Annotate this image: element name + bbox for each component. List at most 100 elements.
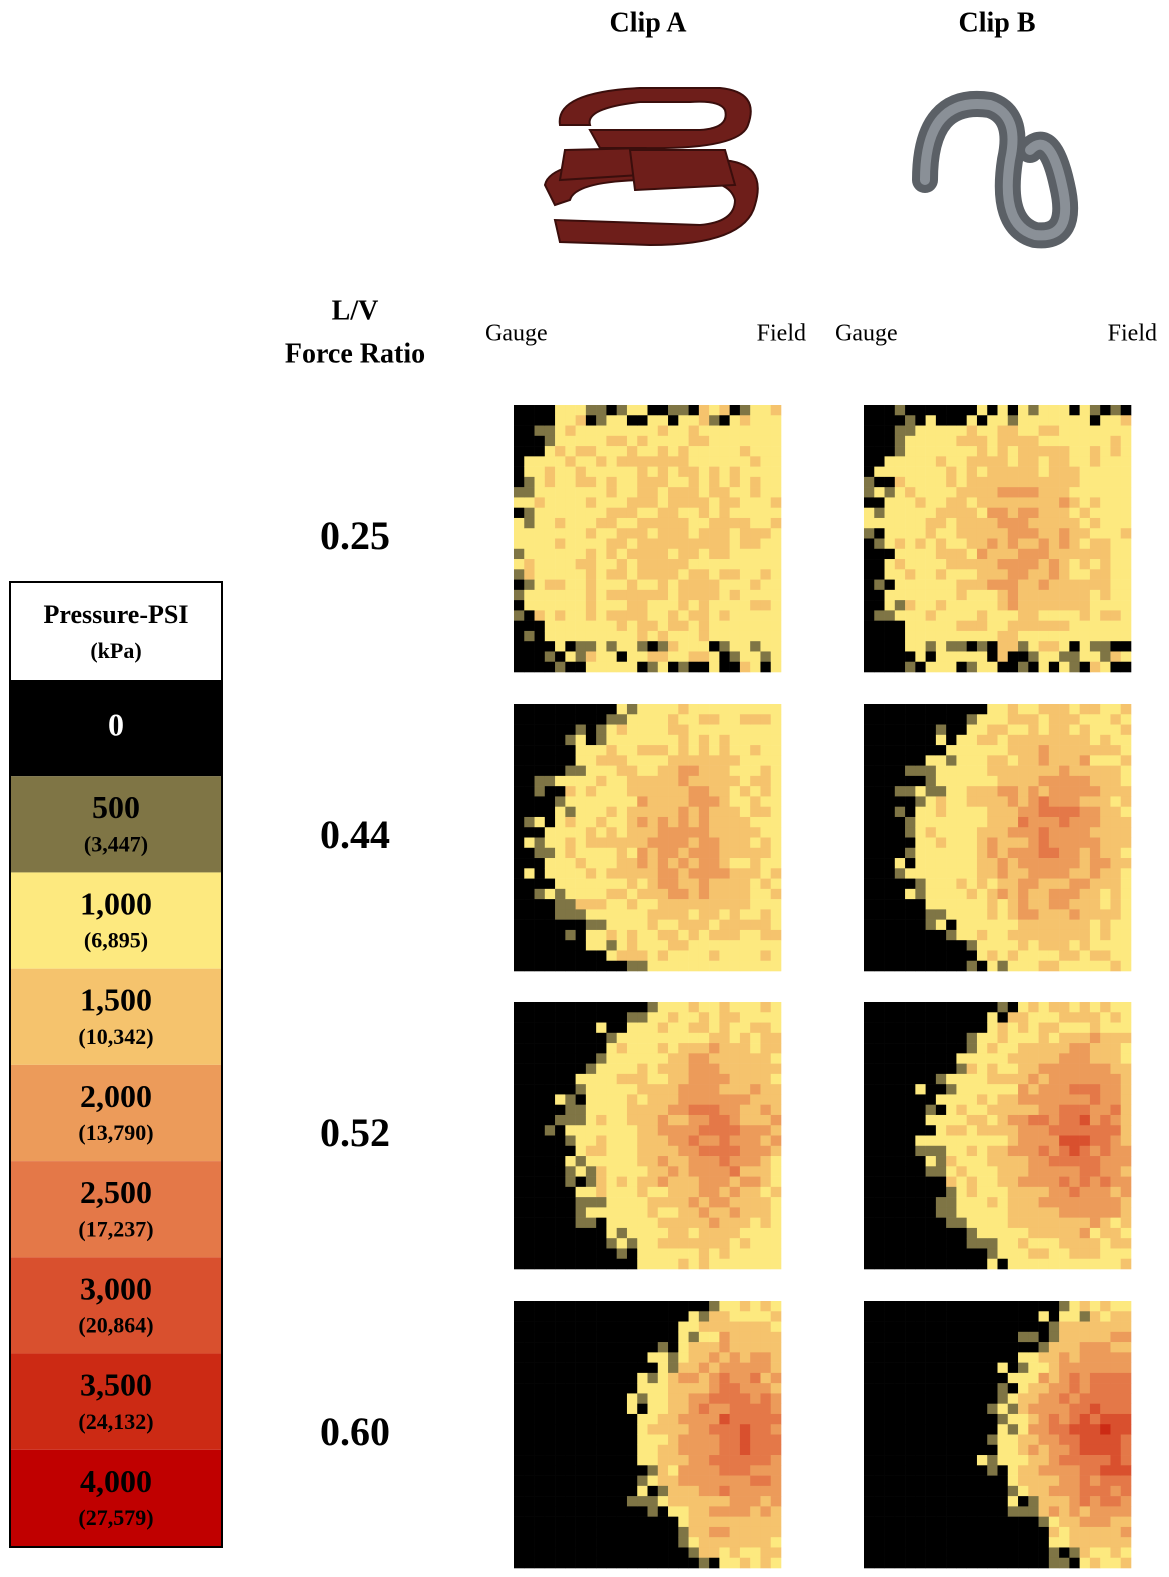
pressure-cell: [885, 858, 896, 869]
pressure-cell: [885, 1363, 896, 1374]
pressure-cell: [535, 1064, 546, 1075]
pressure-cell: [668, 446, 679, 457]
pressure-cell: [606, 950, 617, 961]
pressure-cell: [1121, 1218, 1132, 1229]
pressure-cell: [946, 539, 957, 550]
pressure-cell: [1018, 1207, 1029, 1218]
pressure-cell: [524, 1476, 535, 1487]
pressure-cell: [668, 1373, 679, 1384]
pressure-cell: [926, 1414, 937, 1425]
pressure-cell: [1080, 1033, 1091, 1044]
pressure-cell: [1069, 1228, 1080, 1239]
pressure-cell: [514, 1476, 525, 1487]
pressure-cell: [524, 426, 535, 437]
pressure-cell: [1059, 766, 1070, 777]
pressure-cell: [1008, 590, 1019, 601]
pressure-cell: [565, 497, 576, 508]
pressure-cell: [576, 848, 587, 859]
pressure-cell: [1039, 477, 1050, 488]
pressure-cell: [699, 539, 710, 550]
pressure-cell: [987, 796, 998, 807]
pressure-cell: [524, 1311, 535, 1322]
pressure-cell: [648, 858, 659, 869]
pressure-cell: [617, 1352, 628, 1363]
pressure-cell: [885, 631, 896, 642]
pressure-cell: [1110, 1064, 1121, 1075]
pressure-cell: [617, 1043, 628, 1054]
pressure-cell: [555, 1207, 566, 1218]
pressure-cell: [936, 704, 947, 715]
pressure-cell: [885, 590, 896, 601]
pressure-cell: [1100, 838, 1111, 849]
pressure-cell: [1121, 1043, 1132, 1054]
pressure-cell: [874, 796, 885, 807]
pressure-cell: [606, 1033, 617, 1044]
pressure-cell: [987, 477, 998, 488]
pressure-cell: [1121, 1197, 1132, 1208]
pressure-cell: [977, 745, 988, 756]
pressure-cell: [874, 1342, 885, 1353]
pressure-cell: [1008, 930, 1019, 941]
pressure-cell: [1069, 508, 1080, 519]
pressure-cell: [627, 1197, 638, 1208]
pressure-cell: [1008, 456, 1019, 467]
pressure-cell: [1059, 1105, 1070, 1116]
pressure-cell: [771, 508, 782, 519]
pressure-cell: [586, 920, 597, 931]
pressure-map: [514, 704, 781, 971]
pressure-cell: [719, 1393, 730, 1404]
pressure-cell: [658, 662, 669, 673]
pressure-cell: [750, 477, 761, 488]
pressure-cell: [740, 1053, 751, 1064]
pressure-cell: [760, 950, 771, 961]
pressure-cell: [689, 1207, 700, 1218]
pressure-cell: [1080, 1074, 1091, 1085]
pressure-cell: [967, 807, 978, 818]
pressure-cell: [946, 1363, 957, 1374]
pressure-cell: [555, 755, 566, 766]
pressure-cell: [678, 1506, 689, 1517]
pressure-cell: [586, 1238, 597, 1249]
pressure-cell: [535, 1363, 546, 1374]
pressure-cell: [885, 1547, 896, 1558]
pressure-cell: [576, 1012, 587, 1023]
pressure-cell: [905, 539, 916, 550]
pressure-cell: [1059, 1248, 1070, 1259]
pressure-cell: [596, 1207, 607, 1218]
pressure-cell: [956, 426, 967, 437]
pressure-cell: [668, 1301, 679, 1312]
pressure-cell: [1008, 961, 1019, 972]
pressure-cell: [936, 569, 947, 580]
pressure-cell: [760, 580, 771, 591]
pressure-cell: [637, 899, 648, 910]
pressure-cell: [730, 569, 741, 580]
pressure-cell: [1100, 817, 1111, 828]
pressure-cell: [740, 879, 751, 890]
pressure-cell: [709, 1074, 720, 1085]
legend-kpa: (17,237): [78, 1216, 153, 1241]
pressure-cell: [709, 436, 720, 447]
pressure-cell: [565, 426, 576, 437]
pressure-cell: [617, 1115, 628, 1126]
pressure-cell: [750, 1404, 761, 1415]
pressure-cell: [689, 1363, 700, 1374]
pressure-cell: [915, 1496, 926, 1507]
pressure-cell: [936, 745, 947, 756]
pressure-cell: [1008, 1197, 1019, 1208]
pressure-cell: [658, 508, 669, 519]
pressure-cell: [936, 415, 947, 426]
pressure-cell: [689, 1322, 700, 1333]
pressure-cell: [926, 508, 937, 519]
pressure-cell: [946, 1053, 957, 1064]
pressure-cell: [1069, 436, 1080, 447]
pressure-cell: [936, 1424, 947, 1435]
pressure-cell: [1069, 950, 1080, 961]
pressure-cell: [1028, 549, 1039, 560]
pressure-cell: [885, 1352, 896, 1363]
pressure-cell: [895, 1002, 906, 1013]
pressure-cell: [1080, 796, 1091, 807]
pressure-cell: [885, 1094, 896, 1105]
pressure-cell: [617, 518, 628, 529]
pressure-cell: [750, 858, 761, 869]
pressure-cell: [977, 497, 988, 508]
